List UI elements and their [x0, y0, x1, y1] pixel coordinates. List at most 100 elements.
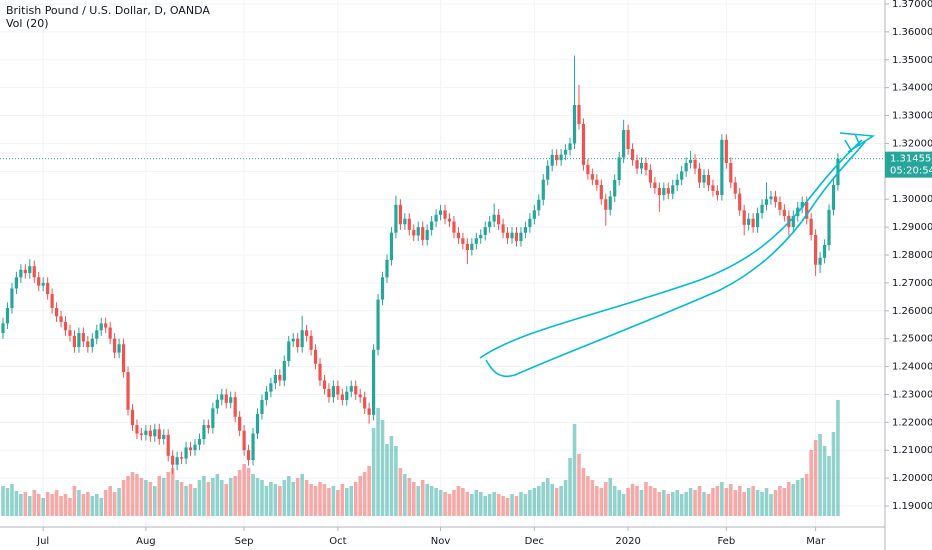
candle-body [568, 143, 572, 150]
volume-bar [519, 492, 523, 516]
volume-bar [327, 488, 331, 516]
candle-body [389, 232, 394, 261]
candle-body [242, 430, 246, 451]
volume-bar [456, 486, 461, 516]
volume-bar [697, 486, 702, 516]
volume-bar [94, 494, 99, 516]
volume-bar [108, 486, 112, 516]
candle-body [452, 221, 456, 233]
y-tick-label: 1.20000 [892, 473, 932, 484]
volume-bar [224, 484, 229, 516]
candle-body [153, 429, 157, 437]
volume-bar [670, 492, 675, 516]
candle-body [157, 429, 161, 440]
volume-bar [751, 486, 755, 516]
candle-body [264, 391, 269, 401]
volume-bar [291, 482, 296, 516]
candle-body [755, 213, 760, 228]
volume-bar [193, 488, 197, 516]
volume-bar [813, 440, 818, 516]
candle-body [95, 330, 99, 339]
candle-body [193, 444, 197, 451]
x-tick-label: 2020 [615, 536, 640, 547]
candle-body [117, 344, 121, 353]
candle-body [635, 160, 639, 169]
volume-bar [688, 488, 693, 516]
candle-body [251, 433, 255, 460]
candle-body [613, 179, 617, 197]
candle-body [479, 234, 483, 239]
candle-body [738, 193, 742, 211]
candle-body [126, 372, 130, 410]
volume-bar [313, 486, 318, 516]
volume-bar [403, 474, 407, 516]
candle-body [363, 397, 367, 409]
volume-bar [639, 490, 644, 516]
y-tick-label: 1.29000 [892, 222, 932, 233]
volume-bar [621, 494, 626, 516]
candle-body [715, 190, 719, 196]
volume-bar [242, 464, 246, 516]
y-tick-label: 1.30000 [892, 194, 932, 205]
volume-bar [23, 492, 28, 516]
candle-body [693, 159, 697, 169]
volume-bar [148, 482, 153, 516]
volume-bar [662, 490, 666, 516]
volume-bar [461, 488, 465, 516]
volume-bar [487, 494, 492, 516]
volume-bar [175, 480, 179, 516]
volume-bar [197, 480, 202, 516]
volume-bar [760, 492, 764, 516]
candle-body [769, 196, 773, 200]
candle-body [113, 338, 117, 353]
volume-bar [693, 490, 697, 516]
candle-body [376, 299, 380, 350]
candle-body [291, 338, 295, 342]
candle-body [675, 179, 679, 186]
candle-body [555, 154, 559, 161]
candle-body [188, 447, 193, 451]
grid [0, 0, 885, 527]
candle-body [671, 185, 675, 194]
candle-body [474, 238, 478, 244]
candle-body [532, 210, 536, 219]
volume-bar [782, 488, 787, 516]
volume-bar [420, 480, 425, 516]
volume-bar [836, 400, 840, 516]
y-tick-label: 1.27000 [892, 278, 932, 289]
candle-body [367, 408, 371, 415]
candle-body [662, 188, 666, 196]
candle-body [729, 162, 733, 183]
candle-body [313, 349, 318, 364]
volume-bar [318, 482, 322, 516]
candle-body [121, 344, 126, 373]
candle-body [403, 218, 407, 225]
candle-body [586, 164, 590, 175]
volume-bar [77, 490, 81, 516]
candle-body [278, 374, 282, 381]
candle-body [684, 162, 688, 172]
candle-body [438, 210, 443, 215]
candle-body [434, 214, 438, 222]
volume-bar [720, 482, 724, 516]
candle-body [32, 266, 36, 278]
volume-bar [50, 494, 54, 516]
volume-bar [532, 488, 537, 516]
candle-body [577, 104, 581, 124]
y-tick-label: 1.37000 [892, 0, 932, 10]
candle-body [104, 323, 108, 328]
volume-bar [1, 486, 5, 516]
volume-bar [90, 496, 95, 516]
candle-body [28, 266, 32, 274]
candle-body [528, 218, 532, 228]
candle-body [791, 215, 795, 228]
y-tick-label: 1.23000 [892, 389, 932, 400]
candle-body [546, 165, 550, 180]
candle-body [255, 413, 260, 434]
volume-bar [278, 486, 282, 516]
candle-body [224, 394, 228, 403]
candle-body [340, 394, 344, 401]
candle-body [537, 199, 541, 211]
volume-bar [300, 474, 304, 516]
volume-bar [407, 478, 412, 516]
